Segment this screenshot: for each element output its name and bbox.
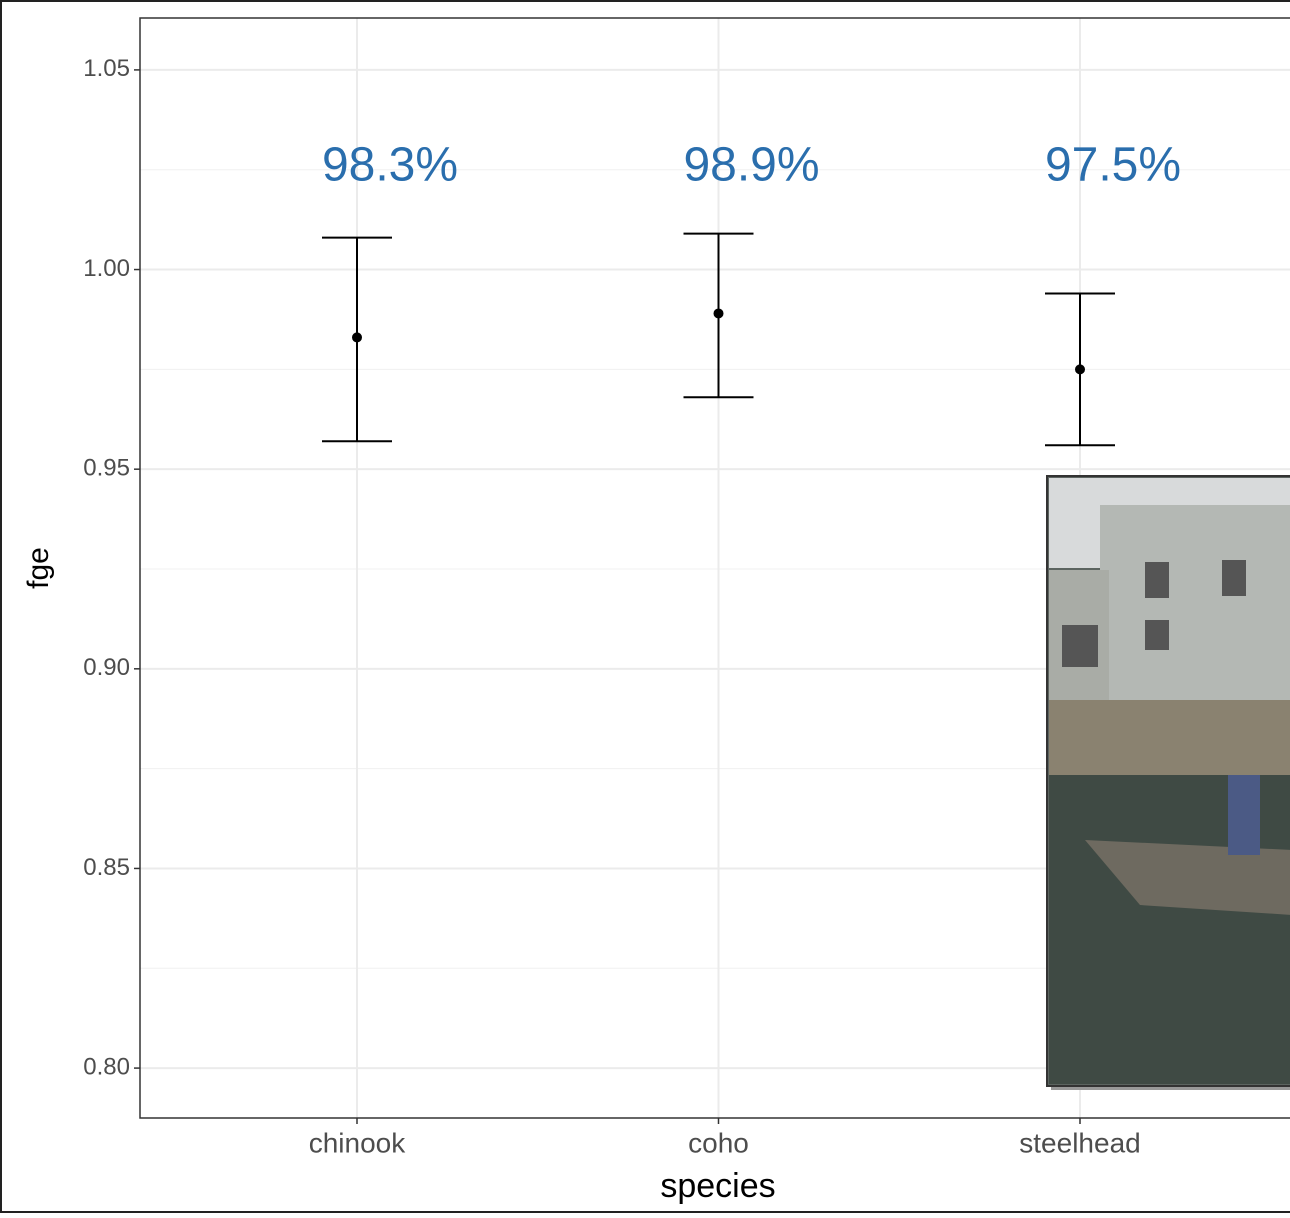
point (1075, 364, 1085, 374)
x-tick-label: chinook (309, 1127, 407, 1158)
y-tick-label: 0.90 (83, 654, 130, 681)
y-tick-label: 0.85 (83, 854, 130, 881)
y-tick-label: 0.95 (83, 455, 130, 482)
photo-window (1062, 625, 1098, 667)
value-label: 97.5% (1045, 139, 1181, 192)
value-label: 98.9% (683, 139, 819, 192)
photo-window (1145, 562, 1169, 598)
x-tick-label: steelhead (1019, 1127, 1140, 1158)
y-tick-label: 1.05 (83, 55, 130, 82)
photo-dock (1049, 700, 1290, 775)
plot: 0.80 0.85 0.90 0.95 1.00 1.05 chinook 98.3% coho… (83, 55, 1181, 1158)
x-tick-label: coho (688, 1127, 749, 1158)
photo-person (1228, 775, 1260, 855)
y-tick-label: 1.00 (83, 255, 130, 282)
y-axis-title: fge (22, 547, 55, 589)
y-tick-label: 0.80 (83, 1053, 130, 1080)
chart: 0.80 0.85 0.90 0.95 1.00 1.05 chinook 98.3% coho… (0, 0, 1290, 1213)
x-axis-title: species (660, 1167, 775, 1205)
point (352, 332, 362, 342)
photo (1047, 476, 1290, 1090)
value-label: 98.3% (322, 139, 458, 192)
photo-building (1100, 505, 1290, 705)
photo-window (1222, 560, 1246, 596)
photo-window (1145, 620, 1169, 650)
point (714, 308, 724, 318)
